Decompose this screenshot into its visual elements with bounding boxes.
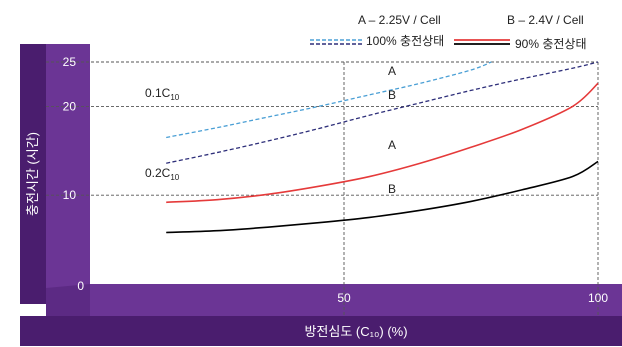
x-axis-title: 방전심도 (C₁₀) (%) xyxy=(304,324,407,339)
y-tick-label-10: 10 xyxy=(63,188,77,202)
rate-label-01c-main: 0.1C xyxy=(145,86,171,100)
x-tick-band xyxy=(46,284,622,316)
plot-area xyxy=(90,44,622,284)
bottom-band xyxy=(20,316,622,346)
rate-label-01c-sub: 10 xyxy=(170,93,179,102)
y-tick-label-20: 20 xyxy=(63,99,77,113)
curve-label-b-lower: B xyxy=(388,182,396,196)
left-band xyxy=(20,44,46,304)
legend-voltage-a: A – 2.25V / Cell xyxy=(358,13,441,27)
series xyxy=(166,61,599,234)
y-tick-label-25: 25 xyxy=(63,55,77,69)
curve-label-b-upper: B xyxy=(388,88,396,102)
y-axis-title: 충전시간 (시간) xyxy=(25,132,40,216)
lower-left-wedge xyxy=(46,284,90,316)
legend-voltage-b: B – 2.4V / Cell xyxy=(507,13,584,27)
legend-solid-label: 90% 충전상태 xyxy=(515,37,587,51)
curve-label-a-lower: A xyxy=(388,138,396,152)
x-tick-label-0: 0 xyxy=(77,279,84,293)
curve-label-a-upper: A xyxy=(388,64,396,78)
grid xyxy=(46,61,599,316)
series-line-3 xyxy=(166,82,599,204)
series-line-2 xyxy=(166,61,599,164)
legend-dashed-label: 100% 충전상태 xyxy=(366,34,444,48)
rate-label-02c-main: 0.2C xyxy=(145,166,171,180)
series-line-1 xyxy=(166,61,492,139)
ticks: 10 20 25 0 50 100 xyxy=(63,55,609,305)
series-line-4 xyxy=(166,160,599,234)
x-tick-label-100: 100 xyxy=(588,291,608,305)
x-tick-label-50: 50 xyxy=(337,291,351,305)
rate-label-01c: 0.1C10 xyxy=(145,86,180,102)
y-tick-band xyxy=(46,44,90,288)
rate-label-02c-sub: 10 xyxy=(170,173,179,182)
rate-label-02c: 0.2C10 xyxy=(145,166,180,182)
